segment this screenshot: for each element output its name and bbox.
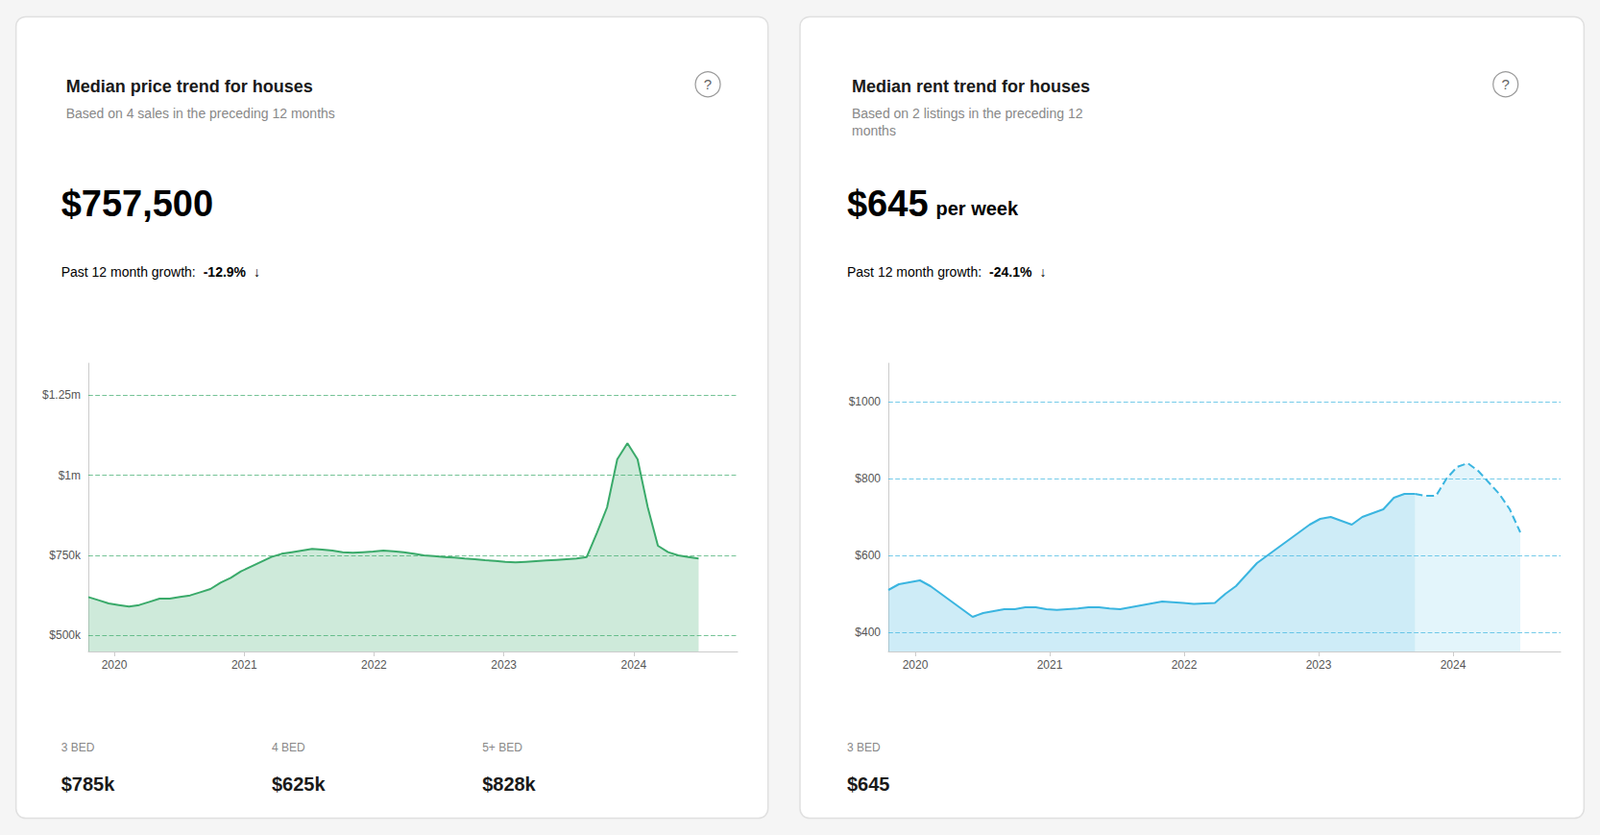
svg-text:?: ? <box>1502 75 1510 93</box>
svg-text:2023: 2023 <box>1306 657 1333 672</box>
svg-text:3 BED: 3 BED <box>61 740 96 754</box>
svg-text:$400: $400 <box>854 625 881 639</box>
svg-text:2020: 2020 <box>101 657 128 672</box>
svg-text:5+ BED: 5+ BED <box>482 740 523 754</box>
svg-text:Past 12 month growth:: Past 12 month growth: <box>61 264 196 280</box>
svg-text:Median price trend for houses: Median price trend for houses <box>66 76 314 97</box>
svg-text:2021: 2021 <box>231 657 258 672</box>
svg-text:Median rent trend for houses: Median rent trend for houses <box>851 76 1091 97</box>
svg-text:?: ? <box>703 75 712 93</box>
svg-text:$1m: $1m <box>58 468 81 483</box>
svg-text:$625k: $625k <box>271 773 326 795</box>
svg-text:2021: 2021 <box>1037 657 1064 672</box>
svg-text:per week: per week <box>936 197 1019 219</box>
svg-text:↓: ↓ <box>253 264 261 280</box>
svg-text:$785k: $785k <box>61 773 116 795</box>
svg-text:Based on 2 listings in the pre: Based on 2 listings in the preceding 12 <box>851 105 1084 122</box>
svg-text:$600: $600 <box>854 548 881 562</box>
svg-text:$757,500: $757,500 <box>61 183 215 224</box>
svg-text:3 BED: 3 BED <box>847 740 881 754</box>
svg-text:Past 12 month growth:: Past 12 month growth: <box>847 264 982 280</box>
svg-text:$645: $645 <box>847 183 929 224</box>
svg-text:2023: 2023 <box>490 657 517 672</box>
svg-text:$500k: $500k <box>48 628 82 642</box>
svg-text:$750k: $750k <box>48 548 82 562</box>
svg-text:2022: 2022 <box>361 657 388 672</box>
svg-text:2024: 2024 <box>620 657 647 672</box>
svg-text:months: months <box>851 122 897 139</box>
svg-text:$800: $800 <box>854 471 881 485</box>
svg-text:2022: 2022 <box>1171 657 1198 672</box>
svg-text:2024: 2024 <box>1440 657 1467 672</box>
svg-text:↓: ↓ <box>1039 264 1046 280</box>
svg-text:$1.25m: $1.25m <box>42 387 81 402</box>
svg-text:Based on 4 sales in the preced: Based on 4 sales in the preceding 12 mon… <box>66 105 336 122</box>
svg-text:$1000: $1000 <box>848 394 882 409</box>
svg-text:$828k: $828k <box>482 773 536 795</box>
svg-text:4 BED: 4 BED <box>271 740 306 754</box>
svg-text:2020: 2020 <box>902 657 929 672</box>
svg-text:$645: $645 <box>847 773 891 795</box>
svg-text:-24.1%: -24.1% <box>989 264 1033 280</box>
svg-text:-12.9%: -12.9% <box>203 264 247 280</box>
